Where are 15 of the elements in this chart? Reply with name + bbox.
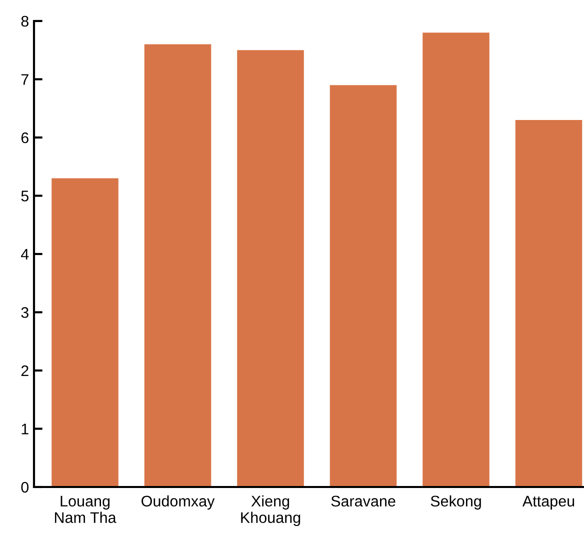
x-tick-label: Sekong: [430, 495, 481, 510]
x-tick-label: Louang Nam Tha: [54, 496, 116, 524]
y-tick-label: 7: [21, 74, 28, 85]
y-tick-label: 1: [22, 424, 28, 434]
y-tick-label: 0: [21, 482, 29, 493]
y-tick-label: 2: [21, 365, 28, 376]
x-tick-label: Xieng Khouang: [241, 495, 300, 526]
y-tick-label: 8: [21, 16, 28, 27]
y-tick-label: 6: [21, 132, 28, 144]
y-tick-label: 3: [21, 307, 28, 318]
x-tick-label: Oudomxay: [142, 495, 215, 510]
y-tick-label: 4: [20, 249, 29, 260]
x-tick-label: Saravane: [331, 496, 396, 507]
x-tick-label: Attapeu: [522, 496, 574, 510]
y-tick-label: 5: [21, 190, 28, 202]
